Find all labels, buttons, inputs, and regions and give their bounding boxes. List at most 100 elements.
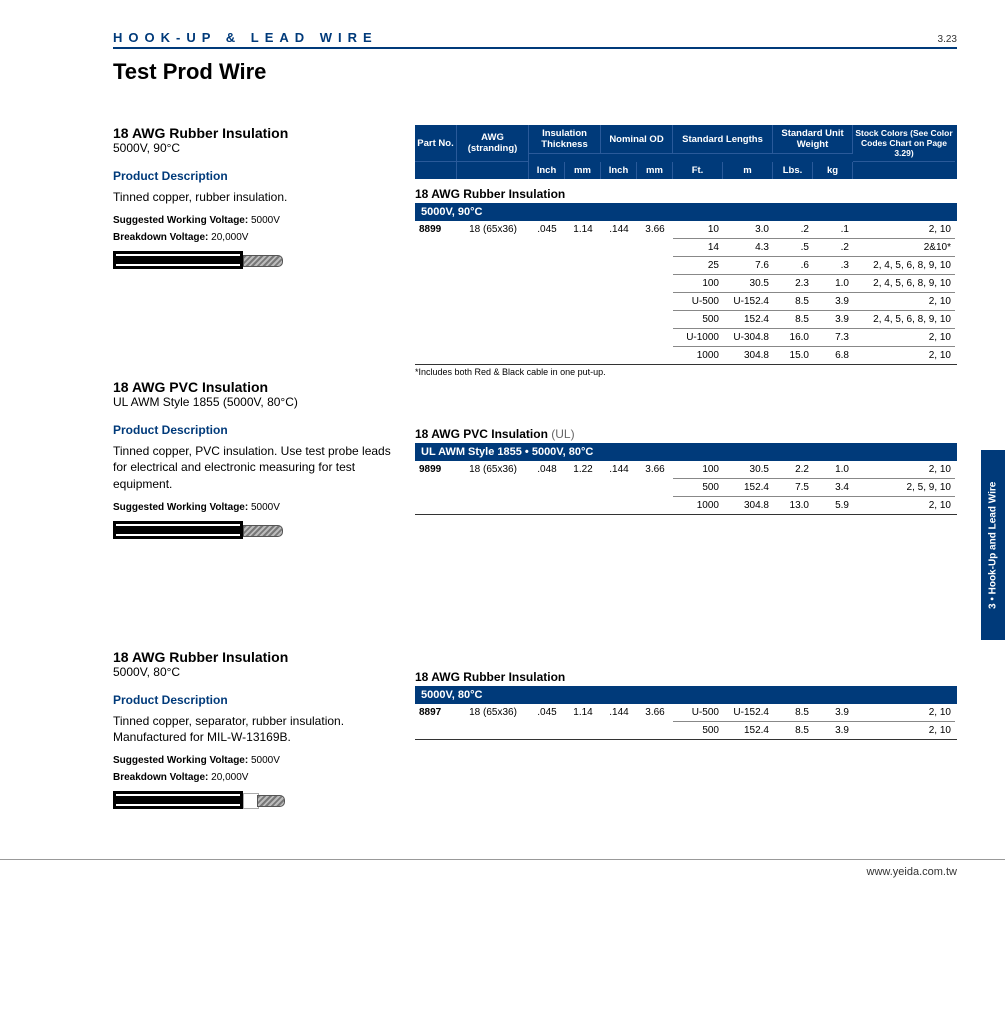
data-table: 889918 (65x36).0451.14.1443.66103.0.2.12…: [415, 221, 957, 365]
table-cell: .045: [529, 704, 565, 721]
table-cell: [565, 256, 601, 274]
table-cell: 6.8: [813, 346, 853, 364]
table-cell: [457, 274, 529, 292]
table-cell: 5.9: [813, 496, 853, 514]
table-cell: [529, 274, 565, 292]
col-awg: AWG (stranding): [457, 125, 529, 162]
data-table: 889718 (65x36).0451.14.1443.66U-500U-152…: [415, 704, 957, 740]
table-band: 5000V, 80°C: [415, 686, 957, 704]
page-header: HOOK-UP & LEAD WIRE 3.23: [113, 30, 957, 49]
table-cell: 3.9: [813, 310, 853, 328]
col-od: Nominal OD: [601, 125, 673, 154]
table-cell: 1.0: [813, 461, 853, 478]
table-band: UL AWM Style 1855 • 5000V, 80°C: [415, 443, 957, 461]
spec-line: Suggested Working Voltage: 5000V: [113, 502, 391, 513]
table-cell: U-152.4: [723, 292, 773, 310]
description-header: Product Description: [113, 693, 391, 707]
sub-mm2: mm: [637, 162, 673, 179]
sub-inch2: Inch: [601, 162, 637, 179]
table-row: 889718 (65x36).0451.14.1443.66U-500U-152…: [415, 704, 957, 721]
table-cell: [415, 721, 457, 739]
table-row: 257.6.6.32, 4, 5, 6, 8, 9, 10: [415, 256, 957, 274]
table-cell: U-500: [673, 292, 723, 310]
sub-lbs: Lbs.: [773, 162, 813, 179]
table-cell: [415, 292, 457, 310]
table-cell: U-304.8: [723, 328, 773, 346]
description-header: Product Description: [113, 423, 391, 437]
sub-mm: mm: [565, 162, 601, 179]
table-cell: 1.14: [565, 221, 601, 238]
table-cell: .144: [601, 704, 637, 721]
table-cell: [529, 721, 565, 739]
description: Tinned copper, rubber insulation.: [113, 189, 391, 205]
table-row: 500152.47.53.42, 5, 9, 10: [415, 478, 957, 496]
table-cell: [565, 478, 601, 496]
table-row: 989918 (65x36).0481.22.1443.6610030.52.2…: [415, 461, 957, 478]
description-header: Product Description: [113, 169, 391, 183]
table-cell: 100: [673, 274, 723, 292]
product-subtitle: UL AWM Style 1855 (5000V, 80°C): [113, 395, 391, 409]
table-cell: [565, 328, 601, 346]
table-cell: U-500: [673, 704, 723, 721]
table-cell: 30.5: [723, 274, 773, 292]
table-cell: 30.5: [723, 461, 773, 478]
table-cell: .048: [529, 461, 565, 478]
table-header-top: Part No. AWG (stranding) Insulation Thic…: [415, 125, 957, 162]
table-cell: .5: [773, 238, 813, 256]
table-cell: [637, 721, 673, 739]
section-title: 18 AWG Rubber Insulation: [415, 187, 957, 201]
table-cell: 500: [673, 310, 723, 328]
table-row: U-1000U-304.816.07.32, 10: [415, 328, 957, 346]
table-cell: 16.0: [773, 328, 813, 346]
table-cell: .144: [601, 461, 637, 478]
table-cell: 3.0: [723, 221, 773, 238]
product-subtitle: 5000V, 80°C: [113, 665, 391, 679]
table-cell: 7.3: [813, 328, 853, 346]
table-cell: [565, 310, 601, 328]
table-cell: [529, 346, 565, 364]
table-cell: 2.3: [773, 274, 813, 292]
col-insul: Insulation Thickness: [529, 125, 601, 154]
table-cell: [457, 310, 529, 328]
spec-label: Suggested Working Voltage:: [113, 755, 248, 766]
sub-m: m: [723, 162, 773, 179]
spec-line: Suggested Working Voltage: 5000V: [113, 755, 391, 766]
description: Tinned copper, separator, rubber insulat…: [113, 713, 391, 745]
spec-value: 5000V: [251, 502, 280, 513]
table-cell: [415, 346, 457, 364]
table-cell: [601, 346, 637, 364]
table-cell: 3.66: [637, 704, 673, 721]
col-part: Part No.: [415, 125, 457, 162]
spec-value: 20,000V: [211, 232, 248, 243]
table-header-sub: Inch mm Inch mm Ft. m Lbs. kg: [415, 162, 957, 179]
sub-ft: Ft.: [673, 162, 723, 179]
table-cell: 3.66: [637, 221, 673, 238]
table-cell: 10: [673, 221, 723, 238]
table-cell: [415, 310, 457, 328]
table-cell: 3.9: [813, 292, 853, 310]
col-weight: Standard Unit Weight: [773, 125, 853, 154]
table-cell: .144: [601, 221, 637, 238]
spec-value: 5000V: [251, 755, 280, 766]
table-row: 889918 (65x36).0451.14.1443.66103.0.2.12…: [415, 221, 957, 238]
table-row: 10030.52.31.02, 4, 5, 6, 8, 9, 10: [415, 274, 957, 292]
table-cell: [637, 238, 673, 256]
table-cell: 304.8: [723, 346, 773, 364]
spec-label: Suggested Working Voltage:: [113, 215, 248, 226]
table-cell: [637, 310, 673, 328]
product-subtitle: 5000V, 90°C: [113, 141, 391, 155]
table-cell: .045: [529, 221, 565, 238]
table-cell: 2, 4, 5, 6, 8, 9, 10: [853, 310, 955, 328]
spec-label: Breakdown Voltage:: [113, 232, 208, 243]
table-cell: 15.0: [773, 346, 813, 364]
table-cell: .2: [813, 238, 853, 256]
section-title: 18 AWG Rubber Insulation: [415, 670, 957, 684]
table-row: 500152.48.53.92, 4, 5, 6, 8, 9, 10: [415, 310, 957, 328]
table-cell: [415, 496, 457, 514]
left-column: 18 AWG Rubber Insulation 5000V, 90°C Pro…: [113, 125, 391, 829]
table-cell: [565, 496, 601, 514]
table-cell: 304.8: [723, 496, 773, 514]
table-cell: 8899: [415, 221, 457, 238]
table-cell: 2, 10: [853, 328, 955, 346]
table-cell: U-152.4: [723, 704, 773, 721]
